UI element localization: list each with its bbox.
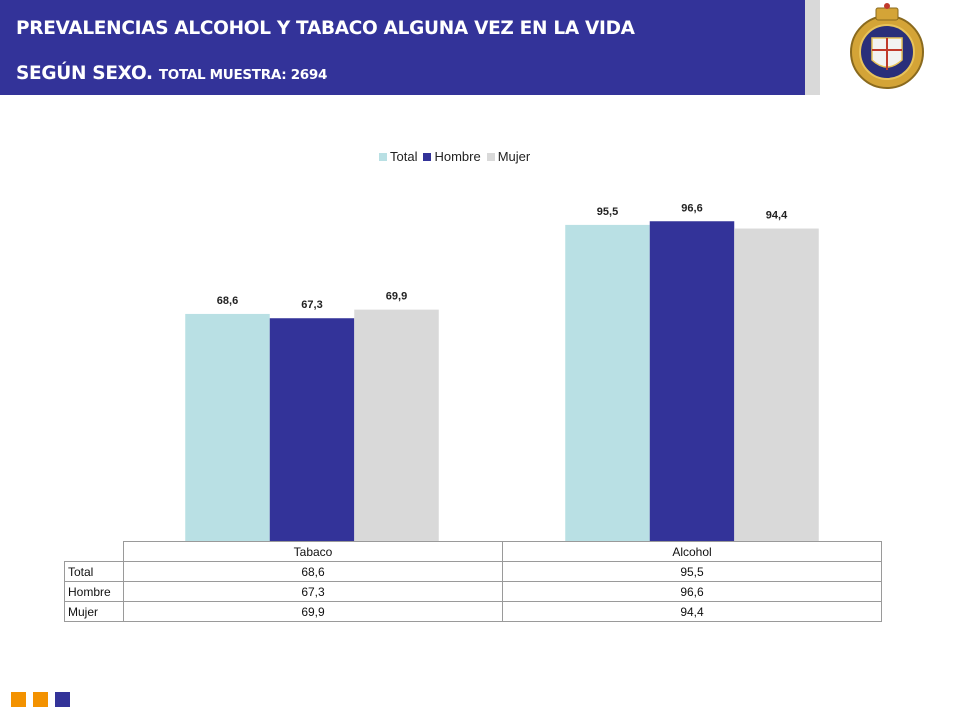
data-label: 96,6 xyxy=(681,202,702,214)
footer-square-orange xyxy=(11,692,26,707)
subtitle-main: SEGÚN SEXO. xyxy=(16,63,153,84)
legend-swatch-total xyxy=(379,152,387,161)
legend-label-mujer: Mujer xyxy=(497,149,531,164)
footer-square-orange xyxy=(33,692,48,707)
table-row: Mujer 69,9 94,4 xyxy=(64,601,882,622)
table-row: Hombre 67,3 96,6 xyxy=(64,581,882,602)
data-label: 69,9 xyxy=(386,291,407,303)
bar-hombre-alcohol xyxy=(649,221,735,541)
university-seal-logo xyxy=(850,3,924,89)
table-cell: 95,5 xyxy=(502,561,882,582)
bar-total-tabaco xyxy=(185,313,270,541)
data-label: 68,6 xyxy=(217,295,238,307)
legend-label-hombre: Hombre xyxy=(434,149,481,164)
data-table: Tabaco Alcohol Total 68,6 95,5 Hombre 67… xyxy=(64,541,882,622)
header-accent-bar xyxy=(805,0,820,95)
table-col-header: Alcohol xyxy=(502,541,882,562)
table-cell: 69,9 xyxy=(123,601,503,622)
page-subtitle: SEGÚN SEXO. TOTAL MUESTRA: 2694 xyxy=(16,63,327,84)
table-col-header: Tabaco xyxy=(123,541,503,562)
bar-mujer-tabaco xyxy=(354,309,439,541)
table-row-label: Hombre xyxy=(64,581,124,602)
legend-label-total: Total xyxy=(390,149,418,164)
footer-square-blue xyxy=(55,692,70,707)
table-corner xyxy=(64,541,124,562)
bar-hombre-tabaco xyxy=(269,318,355,541)
chart-legend: Total Hombre Mujer xyxy=(379,149,530,164)
header-banner: PREVALENCIAS ALCOHOL Y TABACO ALGUNA VEZ… xyxy=(0,0,805,95)
legend-swatch-mujer xyxy=(486,152,495,161)
table-cell: 94,4 xyxy=(502,601,882,622)
legend-item-hombre: Hombre xyxy=(423,149,481,164)
table-cell: 96,6 xyxy=(502,581,882,602)
table-cell: 68,6 xyxy=(123,561,503,582)
footer-squares xyxy=(11,692,70,707)
legend-swatch-hombre xyxy=(423,152,432,161)
legend-item-mujer: Mujer xyxy=(486,149,531,164)
table-row-label: Mujer xyxy=(64,601,124,622)
table-header-row: Tabaco Alcohol xyxy=(64,541,882,562)
table-row: Total 68,6 95,5 xyxy=(64,561,882,582)
legend-item-total: Total xyxy=(379,149,417,164)
bar-total-alcohol xyxy=(565,224,650,541)
subtitle-sample: TOTAL MUESTRA: 2694 xyxy=(158,67,328,83)
bar-mujer-alcohol xyxy=(734,228,819,541)
table-row-label: Total xyxy=(64,561,124,582)
page-title: PREVALENCIAS ALCOHOL Y TABACO ALGUNA VEZ… xyxy=(16,18,635,39)
data-label: 95,5 xyxy=(597,206,618,218)
data-label: 67,3 xyxy=(301,299,322,311)
data-label: 94,4 xyxy=(766,210,788,222)
table-cell: 67,3 xyxy=(123,581,503,602)
